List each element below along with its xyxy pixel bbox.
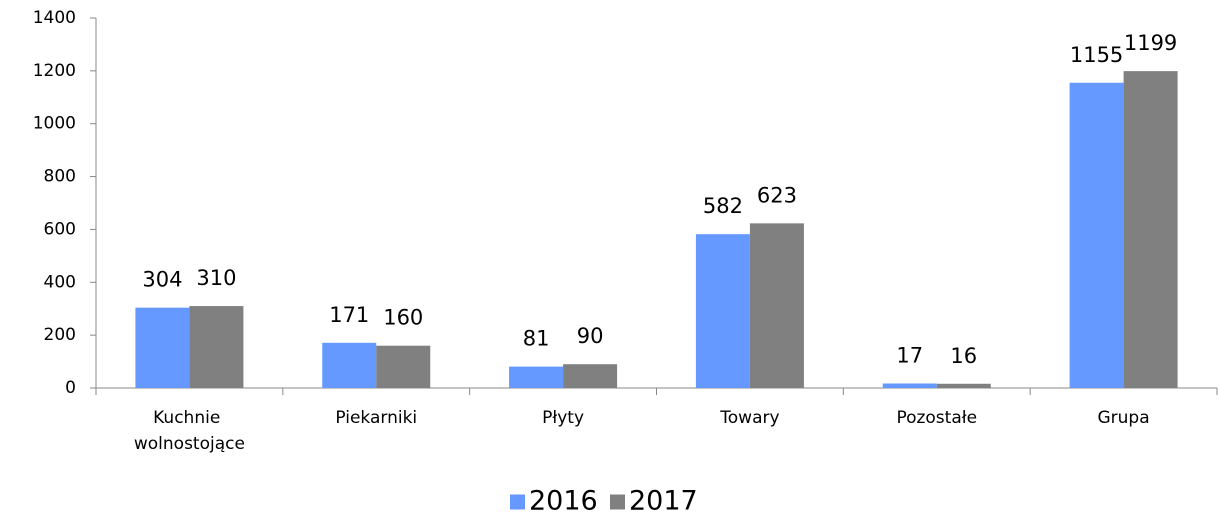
bar <box>376 345 431 388</box>
bar <box>1123 71 1178 388</box>
legend-swatch <box>610 494 625 510</box>
y-tick-label: 600 <box>44 219 76 239</box>
value-label: 1155 <box>1070 43 1123 67</box>
value-label: 310 <box>196 266 236 290</box>
value-label: 16 <box>950 344 977 368</box>
value-label: 1199 <box>1124 31 1177 55</box>
bar <box>695 234 750 388</box>
value-label: 623 <box>757 183 797 207</box>
x-tick-label: Kuchnie wolnostojące <box>134 408 245 454</box>
value-label: 17 <box>896 344 923 368</box>
bar <box>936 383 991 388</box>
y-tick-label: 0 <box>65 378 76 398</box>
value-label: 171 <box>329 303 369 327</box>
value-label: 90 <box>577 324 604 348</box>
bar <box>563 364 618 388</box>
bar <box>189 306 244 388</box>
value-label: 81 <box>523 327 550 351</box>
x-tick-label: Towary <box>719 408 779 428</box>
legend-label: 2017 <box>629 486 698 517</box>
x-tick-label: Grupa <box>1098 408 1150 428</box>
y-tick-label: 1000 <box>33 114 76 134</box>
bar <box>882 383 937 388</box>
bar <box>135 307 190 388</box>
value-label: 304 <box>142 268 182 292</box>
value-label: 160 <box>383 306 423 330</box>
legend-label: 2016 <box>529 486 598 517</box>
value-label: 582 <box>703 194 743 218</box>
x-tick-label: Płyty <box>542 408 584 428</box>
bar <box>1069 82 1124 388</box>
y-tick-label: 400 <box>44 272 76 292</box>
x-tick-label: Piekarniki <box>335 408 417 428</box>
x-tick-label: Pozostałe <box>896 408 977 428</box>
legend-swatch <box>510 494 525 510</box>
bar <box>509 366 564 388</box>
bar <box>749 223 804 388</box>
bar <box>322 342 377 388</box>
y-tick-label: 200 <box>44 325 76 345</box>
y-tick-label: 1400 <box>33 8 76 28</box>
y-tick-label: 1200 <box>33 61 76 81</box>
y-tick-label: 800 <box>44 167 76 187</box>
